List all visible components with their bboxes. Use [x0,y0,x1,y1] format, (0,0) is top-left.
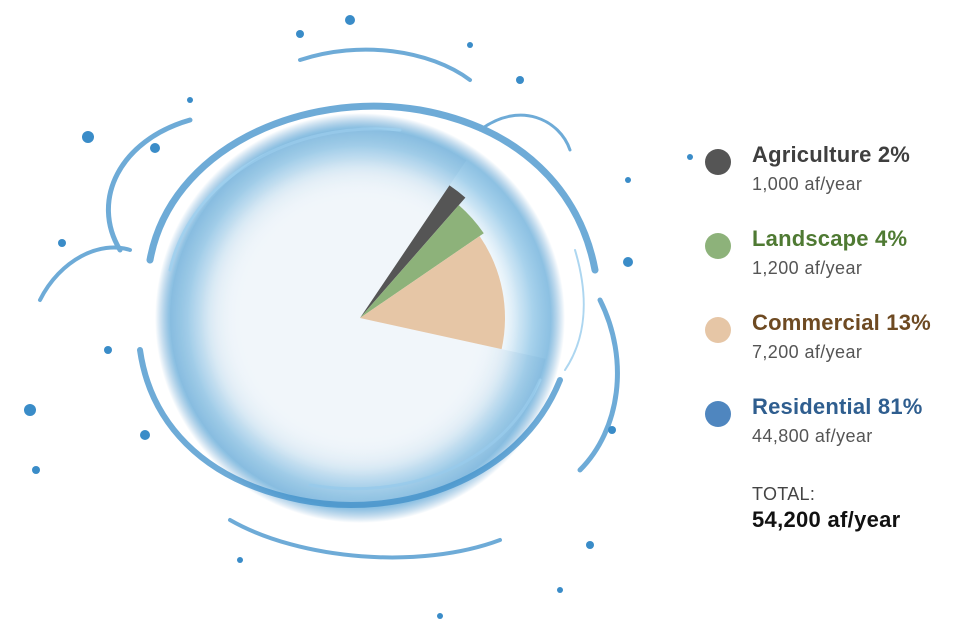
landscape-label: Landscape 4% [752,226,908,251]
legend-total: TOTAL: 54,200 af/year [705,476,967,560]
agriculture-amount: 1,000 af/year [752,174,863,194]
total-value: 54,200 af/year [752,507,901,532]
agriculture-swatch [705,149,731,175]
pie-slice-landscape [360,205,484,318]
legend-item-commercial: Commercial 13% 7,200 af/year [705,308,967,392]
landscape-amount: 1,200 af/year [752,258,863,278]
commercial-swatch [705,317,731,343]
pie-slice-agriculture [360,185,466,318]
pie-slice-residential [170,128,546,508]
legend-item-agriculture: Agriculture 2% 1,000 af/year [705,140,967,224]
residential-swatch [705,401,731,427]
commercial-amount: 7,200 af/year [752,342,863,362]
pie-chart [170,128,546,508]
total-label: TOTAL: [752,484,816,504]
legend-item-residential: Residential 81% 44,800 af/year [705,392,967,476]
residential-label: Residential 81% [752,394,923,419]
landscape-swatch [705,233,731,259]
legend-item-landscape: Landscape 4% 1,200 af/year [705,224,967,308]
agriculture-label: Agriculture 2% [752,142,911,167]
commercial-label: Commercial 13% [752,310,931,335]
pie-slice-commercial [360,236,505,350]
residential-amount: 44,800 af/year [752,426,873,446]
legend: Agriculture 2% 1,000 af/year Landscape 4… [705,140,967,560]
